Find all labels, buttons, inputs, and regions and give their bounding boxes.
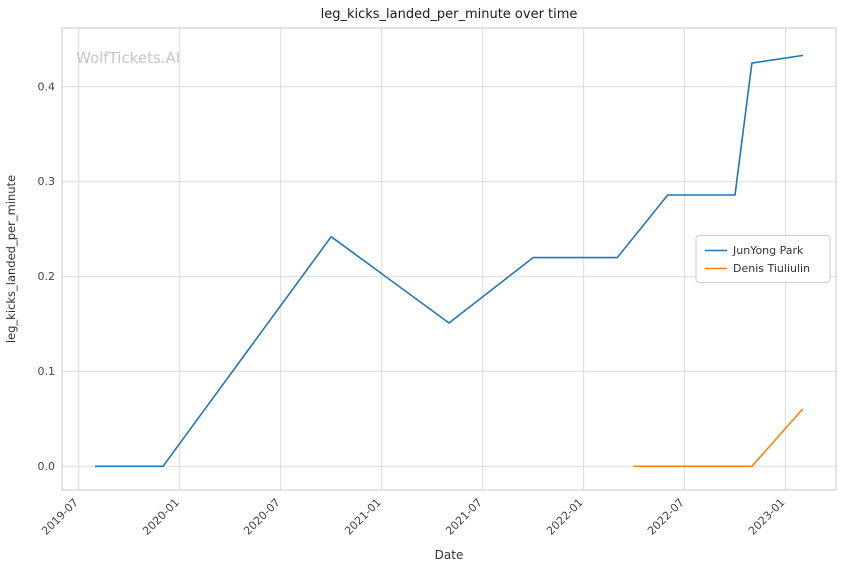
y-axis-label: leg_kicks_landed_per_minute (4, 175, 18, 343)
y-tick-label: 0.2 (38, 270, 56, 283)
plot-border (61, 27, 837, 491)
x-tick-label: 2019-07 (39, 496, 81, 538)
y-tick-label: 0.4 (38, 80, 56, 93)
y-tick-label: 0.3 (38, 175, 56, 188)
legend-label-junyong-park: JunYong Park (732, 244, 804, 257)
x-tick-label: 2022-01 (544, 496, 586, 538)
legend: JunYong Park Denis Tiuliulin (695, 235, 831, 283)
series-line-junyong-park (94, 54, 804, 468)
plot-area: 2019-07 2020-01 2020-07 2021-01 2021-07 2022-… (38, 27, 837, 538)
x-tick-label: 2020-01 (140, 496, 182, 538)
x-tick-label: 2023-01 (746, 496, 788, 538)
y-tick-label: 0.1 (38, 365, 56, 378)
legend-box (695, 235, 831, 283)
series-line-denis-tiuliulin (633, 408, 804, 468)
x-tick-label: 2021-07 (443, 496, 485, 538)
x-tick-label: 2022-07 (645, 496, 687, 538)
legend-label-denis-tiuliulin: Denis Tiuliulin (733, 262, 810, 275)
x-tick-label: 2021-01 (342, 496, 384, 538)
chart-title: leg_kicks_landed_per_minute over time (321, 7, 578, 22)
y-tick-label: 0.0 (38, 460, 56, 473)
x-axis-label: Date (435, 548, 464, 562)
x-tick-label: 2020-07 (241, 496, 283, 538)
watermark: WolfTickets.AI (76, 49, 180, 67)
